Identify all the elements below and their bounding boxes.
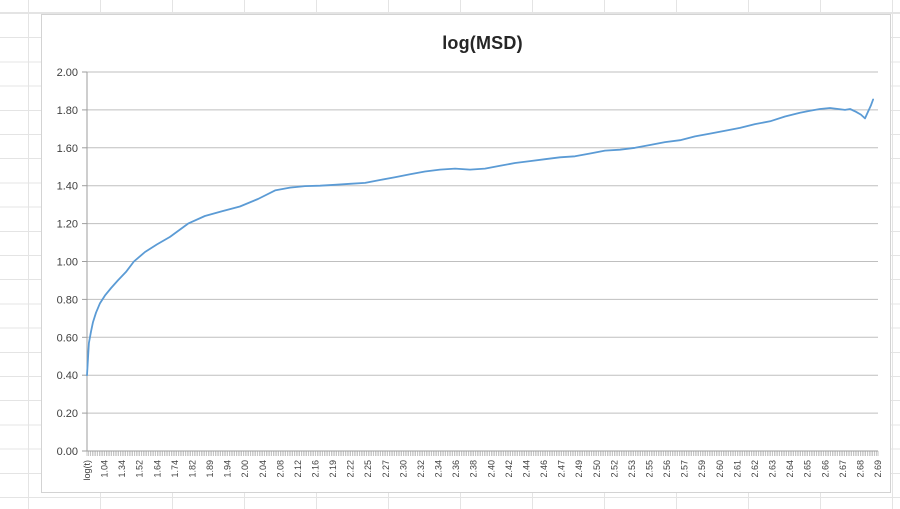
chart-object[interactable]: log(MSD) 0.00 0.20 0.40 0.60 0.80 1.00 1.20 1.4… [41, 14, 891, 493]
svg-text:2.62: 2.62 [750, 460, 760, 478]
y-axis-ticks [82, 71, 87, 452]
svg-text:2.59: 2.59 [697, 460, 707, 478]
svg-text:2.32: 2.32 [416, 460, 426, 478]
svg-text:log(t): log(t) [82, 460, 92, 481]
svg-text:2.46: 2.46 [539, 460, 549, 478]
svg-text:1.64: 1.64 [152, 460, 162, 478]
svg-text:2.00: 2.00 [240, 460, 250, 478]
svg-text:2.25: 2.25 [363, 460, 373, 478]
svg-text:2.40: 2.40 [486, 460, 496, 478]
svg-text:0.40: 0.40 [57, 370, 78, 382]
svg-text:2.64: 2.64 [785, 460, 795, 478]
x-axis-tick-labels[interactable]: log(t) 1.04 1.34 1.52 1.64 1.74 1.82 1.89 1.94 2.… [82, 460, 883, 481]
svg-text:2.57: 2.57 [680, 460, 690, 478]
svg-text:2.16: 2.16 [311, 460, 321, 478]
y-axis-tick-labels[interactable]: 0.00 0.20 0.40 0.60 0.80 1.00 1.20 1.40 1.60 1.80… [57, 67, 78, 458]
svg-text:1.40: 1.40 [57, 181, 78, 193]
svg-text:2.53: 2.53 [627, 460, 637, 478]
svg-text:2.63: 2.63 [768, 460, 778, 478]
svg-text:1.52: 1.52 [135, 460, 145, 478]
svg-text:2.50: 2.50 [592, 460, 602, 478]
svg-text:2.44: 2.44 [521, 460, 531, 478]
series-line[interactable] [86, 98, 874, 377]
svg-text:2.38: 2.38 [469, 460, 479, 478]
svg-text:2.65: 2.65 [803, 460, 813, 478]
svg-text:2.12: 2.12 [293, 460, 303, 478]
svg-text:2.22: 2.22 [346, 460, 356, 478]
svg-text:2.30: 2.30 [398, 460, 408, 478]
svg-text:1.80: 1.80 [57, 105, 78, 117]
svg-text:1.94: 1.94 [223, 460, 233, 478]
svg-text:1.00: 1.00 [57, 257, 78, 269]
svg-text:2.36: 2.36 [451, 460, 461, 478]
svg-text:2.00: 2.00 [57, 67, 78, 79]
svg-text:1.60: 1.60 [57, 143, 78, 155]
svg-text:2.69: 2.69 [873, 460, 883, 478]
svg-text:2.55: 2.55 [644, 460, 654, 478]
svg-text:2.19: 2.19 [328, 460, 338, 478]
svg-text:0.20: 0.20 [57, 408, 78, 420]
svg-text:2.66: 2.66 [820, 460, 830, 478]
svg-text:2.61: 2.61 [732, 460, 742, 478]
svg-text:0.00: 0.00 [57, 446, 78, 458]
svg-text:1.34: 1.34 [117, 460, 127, 478]
plot-svg[interactable]: 0.00 0.20 0.40 0.60 0.80 1.00 1.20 1.40 1.60 1.80… [42, 15, 890, 492]
svg-text:1.74: 1.74 [170, 460, 180, 478]
svg-text:2.47: 2.47 [557, 460, 567, 478]
svg-text:2.42: 2.42 [504, 460, 514, 478]
svg-text:2.68: 2.68 [855, 460, 865, 478]
svg-text:1.82: 1.82 [187, 460, 197, 478]
svg-text:2.49: 2.49 [574, 460, 584, 478]
svg-text:0.80: 0.80 [57, 294, 78, 306]
svg-text:2.60: 2.60 [715, 460, 725, 478]
svg-text:2.27: 2.27 [381, 460, 391, 478]
svg-text:1.04: 1.04 [100, 460, 110, 478]
svg-text:2.34: 2.34 [434, 460, 444, 478]
svg-text:2.67: 2.67 [838, 460, 848, 478]
x-axis-minor-ticks [86, 451, 879, 456]
svg-text:2.56: 2.56 [662, 460, 672, 478]
svg-text:0.60: 0.60 [57, 332, 78, 344]
svg-text:1.20: 1.20 [57, 219, 78, 231]
y-gridlines [87, 71, 878, 414]
svg-text:2.04: 2.04 [258, 460, 268, 478]
svg-text:1.89: 1.89 [205, 460, 215, 478]
svg-text:2.08: 2.08 [275, 460, 285, 478]
svg-text:2.52: 2.52 [609, 460, 619, 478]
chart-title[interactable]: log(MSD) [442, 33, 523, 53]
